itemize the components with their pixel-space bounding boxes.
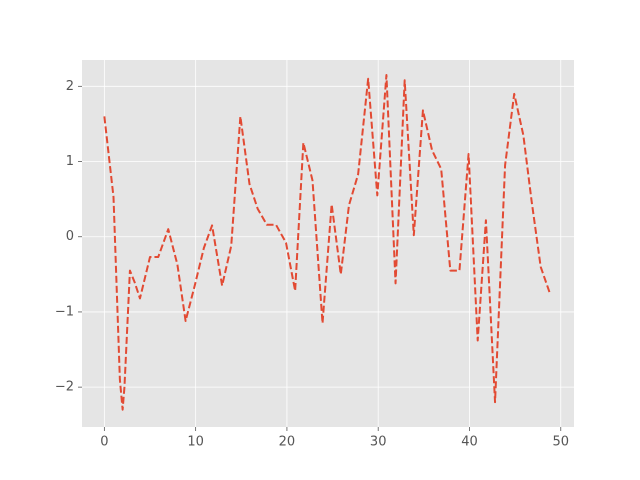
x-tick-label: 30 [370, 435, 387, 450]
x-tick-label: 0 [100, 435, 108, 450]
x-tick-label: 40 [461, 435, 478, 450]
y-tick-label: 1 [66, 154, 74, 169]
y-tick-label: −1 [55, 304, 74, 319]
plot-area [82, 60, 574, 427]
y-tick-label: 2 [66, 79, 74, 94]
x-tick-label: 20 [279, 435, 296, 450]
y-tick-label: 0 [66, 229, 74, 244]
y-tick-label: −2 [55, 380, 74, 395]
data-line [103, 74, 551, 411]
x-tick-label: 50 [552, 435, 569, 450]
x-tick-label: 10 [187, 435, 204, 450]
